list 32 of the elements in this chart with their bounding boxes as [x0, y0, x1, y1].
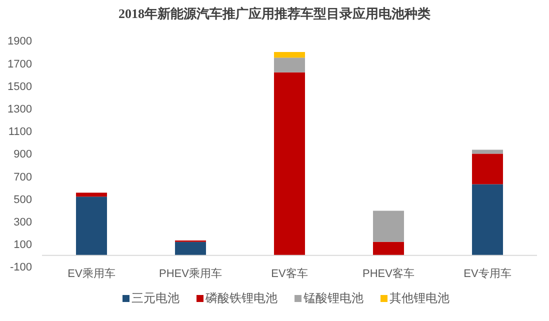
title: 2018年新能源汽车推广应用推荐车型目录应用电池种类: [118, 6, 430, 21]
bar: [373, 210, 404, 242]
x-tick-label: PHEV客车: [362, 267, 414, 280]
bar: [175, 242, 206, 256]
bar: [274, 52, 305, 58]
bar: [373, 242, 404, 256]
y-tick-label: 100: [14, 239, 32, 252]
y-tick-label: 900: [14, 148, 32, 161]
y-tick-label: 300: [14, 216, 32, 228]
bar: [274, 72, 305, 256]
bar: [472, 154, 503, 184]
legend-label: 磷酸铁锂电池: [204, 291, 278, 305]
y-tick-label: 1700: [8, 58, 32, 70]
bar: [274, 58, 305, 72]
y-tick-label: 1500: [8, 80, 32, 93]
x-tick-label: EV乘用车: [68, 267, 116, 280]
legend-label: 锰酸锂电池: [302, 291, 364, 305]
y-tick-label: 500: [14, 194, 32, 206]
legend-label: 其他锂电池: [390, 291, 450, 305]
x-tick-label: EV客车: [271, 267, 308, 280]
x-tick-label: EV专用车: [464, 267, 512, 280]
bar: [472, 150, 503, 154]
bar: [76, 192, 107, 197]
legend-label: 三元电池: [132, 291, 180, 305]
y-tick-label: 1100: [8, 126, 32, 138]
y-tick-label: -100: [10, 262, 32, 274]
y-tick-label: 1300: [8, 104, 32, 116]
bar: [472, 184, 503, 256]
bar: [76, 196, 107, 256]
x-tick-label: PHEV乘用车: [159, 267, 222, 280]
y-tick-label: 1900: [8, 36, 32, 48]
y-tick-label: 700: [14, 171, 32, 184]
